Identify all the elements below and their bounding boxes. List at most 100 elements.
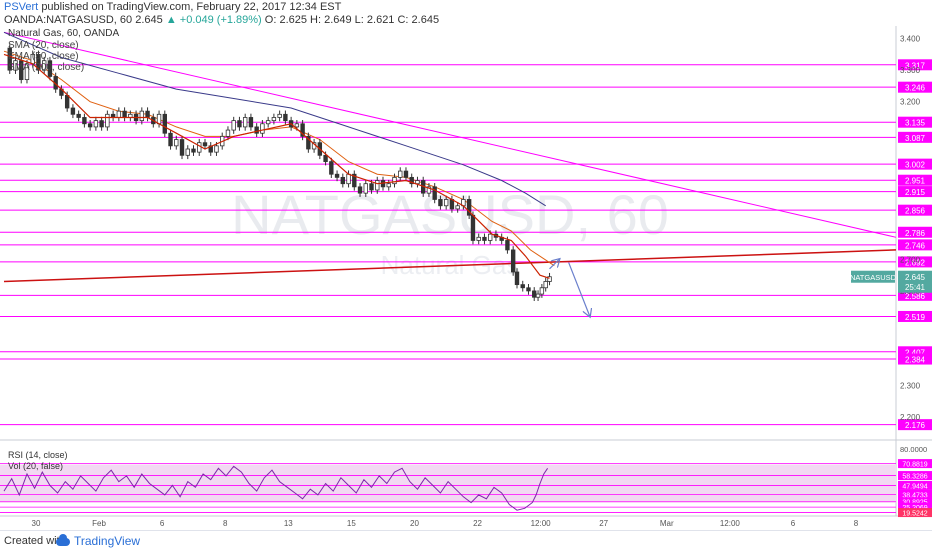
chart-footer: Created with TradingView	[0, 530, 932, 551]
level-label: 2.692	[905, 258, 926, 267]
candle-body	[520, 284, 525, 289]
candle-body	[369, 183, 374, 191]
level-label-bg	[898, 256, 932, 268]
brand-name: TradingView	[74, 534, 141, 548]
y-tick-label: 3.300	[900, 66, 921, 75]
candle-body	[93, 120, 99, 128]
candle-body	[543, 281, 548, 289]
level-label: 2.384	[905, 356, 926, 365]
level-label: 2.856	[905, 207, 926, 216]
candle-body	[487, 233, 493, 241]
legend-sma20: SMA (20, close)	[8, 40, 79, 51]
sma20-line	[3, 53, 550, 279]
x-tick-label: 22	[473, 519, 482, 528]
candle-body	[352, 173, 357, 188]
symbol-info: OANDA:NATGASUSD, 60 2.645 ▲ +0.049 (+1.8…	[4, 14, 439, 26]
y-tick-label: 3.400	[900, 35, 921, 44]
level-label-bg	[898, 239, 932, 251]
level-label: 3.246	[905, 84, 926, 93]
published-text: published on TradingView.com, February 2…	[41, 1, 342, 13]
level-label: 2.746	[905, 241, 926, 250]
candle-body	[505, 240, 510, 251]
candle-body	[432, 186, 437, 200]
y-tick-label: 3.200	[900, 98, 921, 107]
candle-body	[76, 113, 81, 118]
candle-body	[403, 170, 409, 178]
level-label: 3.135	[905, 119, 926, 128]
level-label-bg	[898, 353, 932, 365]
author-link[interactable]: PSVert	[4, 1, 39, 13]
level-label-bg	[898, 174, 932, 186]
candle-body	[346, 173, 351, 185]
tradingview-logo[interactable]: TradingView	[56, 533, 141, 548]
y-tick-label: 2.200	[900, 413, 921, 422]
candle-body	[466, 199, 472, 216]
candle-body	[260, 123, 265, 134]
level-label: 2.176	[905, 421, 926, 430]
candle-body	[202, 142, 208, 147]
candle-body	[168, 132, 173, 147]
candle-body	[36, 53, 41, 71]
legend-ema50: EMA (50, close)	[8, 51, 79, 62]
price-chart[interactable]: NATGASUSD, 60Natural Gas3.3173.2463.1353…	[0, 26, 932, 530]
candle-body	[300, 123, 305, 137]
legend-title: Natural Gas, 60, OANDA	[8, 28, 119, 39]
candle-body	[156, 113, 162, 125]
candle-body	[231, 120, 236, 131]
chart-background	[0, 26, 932, 530]
candle-body	[438, 199, 443, 207]
candle-body	[162, 113, 167, 134]
level-label: 2.951	[905, 177, 926, 186]
level-label-bg	[898, 346, 932, 358]
last-price-countdown: 25:41	[905, 283, 926, 292]
rsi-level-label: 38.4733	[902, 492, 927, 499]
chart-area[interactable]: NATGASUSD, 60Natural Gas3.3173.2463.1353…	[0, 26, 932, 530]
level-label: 3.087	[905, 134, 926, 143]
ascending-trendline	[3, 249, 897, 283]
x-tick-label: 13	[284, 519, 293, 528]
candle-body	[375, 180, 380, 191]
candle-body	[7, 47, 12, 71]
candle-body	[13, 60, 18, 71]
candle-body	[214, 145, 219, 153]
candle-body	[409, 176, 414, 185]
level-label: 2.519	[905, 313, 926, 322]
level-label: 3.002	[905, 161, 926, 170]
candle-body	[64, 94, 70, 109]
descending-trendline	[3, 31, 897, 238]
symbol-name: OANDA:NATGASUSD, 60	[4, 14, 133, 26]
level-label: 2.786	[905, 229, 926, 238]
level-label-bg	[898, 158, 932, 170]
level-label-bg	[898, 81, 932, 93]
x-tick-label: 6	[160, 519, 165, 528]
rsi-level-label: 47.9494	[902, 483, 927, 490]
candle-body	[455, 205, 460, 210]
x-tick-label: 8	[223, 519, 228, 528]
level-label: 2.915	[905, 188, 926, 197]
candle-body	[277, 113, 282, 118]
candle-body	[386, 183, 391, 188]
candle-body	[363, 183, 368, 194]
rsi-level-label-bg	[898, 497, 932, 507]
level-label-bg	[898, 419, 932, 431]
candle-body	[415, 180, 420, 185]
y-tick-label: 2.300	[900, 382, 921, 391]
rsi-top-tick: 80.0000	[900, 445, 927, 454]
candle-body	[323, 154, 328, 163]
candle-body	[526, 287, 531, 292]
price-change: ▲ +0.049 (+1.89%)	[165, 14, 262, 26]
candle-body	[19, 60, 24, 81]
candle-body	[426, 186, 432, 194]
rsi-level-label-bg	[898, 480, 932, 490]
rsi-level-label-bg	[898, 508, 932, 518]
publish-info: PSVert published on TradingView.com, Feb…	[4, 1, 341, 13]
candle-body	[470, 214, 476, 241]
x-tick-label: 30	[32, 519, 41, 528]
candle-body	[185, 148, 190, 156]
candle-body	[547, 276, 552, 282]
x-tick-label: Feb	[92, 519, 106, 528]
candle-body	[105, 113, 110, 128]
candle-body	[174, 139, 179, 147]
candle-body	[248, 117, 254, 128]
last-price-name-bg	[851, 270, 895, 283]
